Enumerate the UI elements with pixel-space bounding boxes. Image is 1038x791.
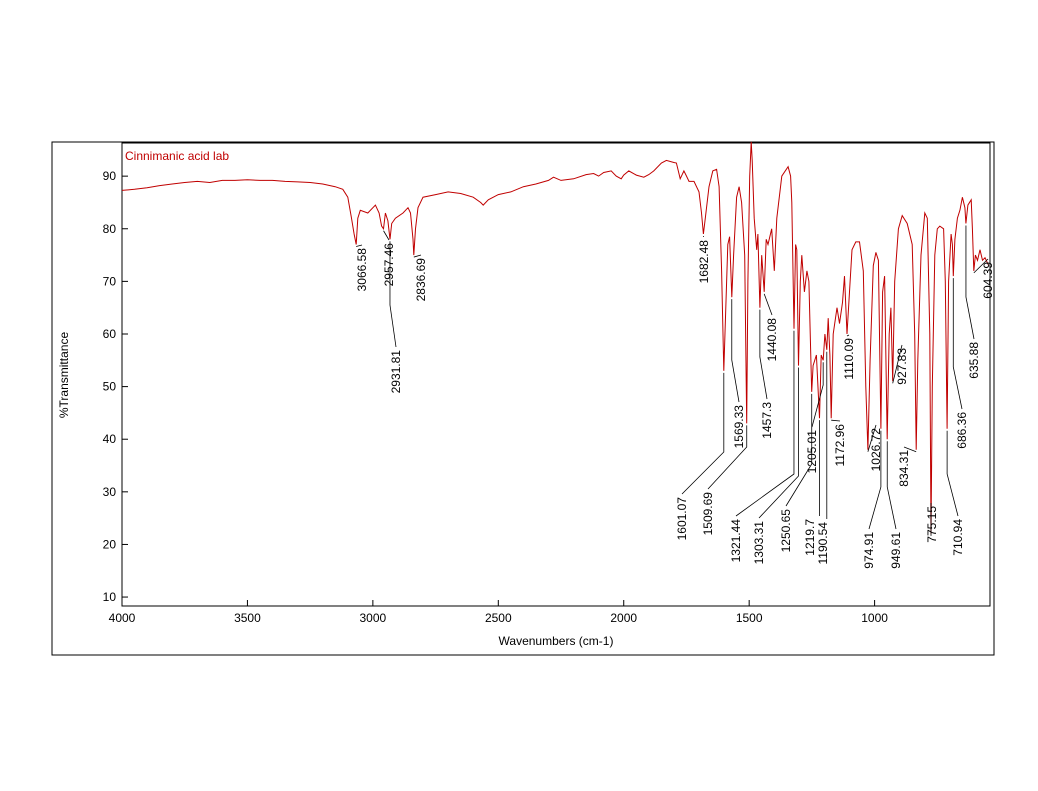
peak-leader: [831, 419, 841, 422]
y-tick-label: 60: [103, 327, 117, 341]
peak-leader: [413, 254, 422, 258]
peak-label: 2957.46: [382, 243, 396, 287]
peak-label: 775.15: [925, 506, 939, 543]
peak-leader: [903, 446, 917, 453]
peak-label: 1110.09: [842, 338, 856, 380]
x-tick-label: 2500: [485, 611, 512, 625]
peak-leader: [973, 258, 989, 274]
peak-leader: [946, 430, 959, 517]
peak-leader: [868, 430, 882, 530]
y-tick-label: 80: [103, 222, 117, 236]
peak-label: 1172.96: [833, 424, 847, 467]
peak-leader: [707, 425, 748, 490]
x-tick-label: 4000: [109, 611, 136, 625]
peak-label: 927.83: [895, 348, 909, 385]
y-tick-label: 30: [103, 485, 117, 499]
peak-leader: [846, 334, 850, 337]
peak-leader: [886, 441, 897, 530]
peak-leader: [758, 367, 799, 519]
peak-label: 710.94: [951, 519, 965, 556]
peak-label: 1569.33: [732, 405, 746, 449]
peak-label: 1682.48: [697, 240, 711, 284]
y-axis-label: %Transmittance: [57, 332, 71, 419]
peak-label: 1601.07: [675, 497, 689, 541]
peak-leader: [383, 230, 390, 241]
peak-leader: [811, 362, 824, 428]
y-tick-label: 10: [103, 590, 117, 604]
peak-label: 1321.44: [729, 519, 743, 563]
peak-label: 1250.65: [779, 509, 793, 553]
peak-leader: [965, 225, 975, 340]
peak-leader: [952, 278, 963, 410]
peak-leader: [681, 372, 725, 495]
peak-leader: [763, 293, 773, 316]
plot-area: [121, 142, 991, 607]
peak-leader: [735, 330, 795, 517]
peak-label: 1190.54: [816, 522, 830, 565]
peak-leader: [389, 241, 397, 348]
y-tick-label: 20: [103, 537, 117, 551]
peak-label: 1026.72: [869, 428, 883, 472]
peak-leader: [731, 299, 740, 403]
x-tick-label: 1500: [736, 611, 763, 625]
peak-label: 635.88: [967, 342, 981, 379]
peak-leader: [785, 393, 813, 507]
peak-label: 1440.08: [765, 318, 779, 362]
x-axis-label: Wavenumbers (cm-1): [499, 634, 614, 648]
peak-leader: [759, 309, 768, 400]
peak-leader: [867, 424, 877, 452]
peak-leader: [892, 344, 903, 384]
x-tick-label: 2000: [610, 611, 637, 625]
peak-label: 2836.69: [414, 258, 428, 302]
peak-label: 1205.01: [805, 430, 819, 474]
peak-label: 1303.31: [752, 521, 766, 565]
y-tick-label: 50: [103, 380, 117, 394]
y-tick-label: 40: [103, 432, 117, 446]
peak-label: 1219.7: [803, 519, 817, 556]
peak-label: 604.39: [981, 262, 995, 299]
peak-leader: [356, 244, 363, 247]
x-tick-label: 1000: [861, 611, 888, 625]
peak-label: 834.31: [897, 450, 911, 487]
peak-label: 3066.58: [355, 248, 369, 292]
y-tick-label: 70: [103, 274, 117, 288]
chart-title: Cinnimanic acid lab: [125, 149, 229, 163]
x-tick-label: 3000: [360, 611, 387, 625]
x-tick-label: 3500: [234, 611, 261, 625]
spectrum-line: [121, 141, 990, 534]
peak-label: 1509.69: [701, 492, 715, 536]
y-tick-label: 90: [103, 169, 117, 183]
peak-label: 1457.3: [760, 402, 774, 439]
peak-label: 974.91: [862, 532, 876, 569]
peak-label: 2931.81: [389, 350, 403, 394]
peak-label: 686.36: [955, 412, 969, 449]
peak-label: 949.61: [889, 532, 903, 569]
